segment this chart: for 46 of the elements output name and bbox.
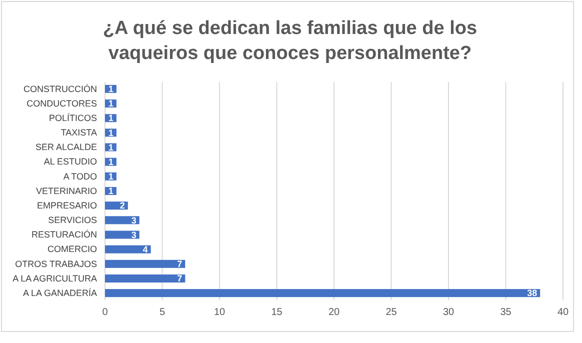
y-tick-label: OTROS TRABAJOS	[15, 258, 97, 269]
y-tick-label: EMPRESARIO	[36, 200, 97, 210]
y-tick-label: A LA GANADERÍA	[22, 288, 97, 298]
data-label: 4	[142, 244, 148, 254]
y-tick-label: TAXISTA	[60, 128, 97, 138]
x-tick-label: 5	[159, 307, 166, 318]
data-label: 1	[108, 113, 114, 124]
bar	[105, 289, 540, 298]
y-tick-label: A LA AGRICULTURA	[12, 273, 97, 284]
x-tick-label: 20	[328, 307, 340, 318]
bar	[105, 230, 140, 239]
bar	[105, 260, 186, 268]
y-tick-label: COMERCIO	[48, 244, 97, 254]
y-tick-label: CONDUCTORES	[26, 98, 97, 108]
data-label: 3	[131, 215, 136, 226]
y-tick-label: SER ALCALDE	[35, 142, 97, 152]
y-tick-label: AL ESTUDIO	[44, 156, 97, 167]
y-tick-label: VETERINARIO	[36, 186, 97, 196]
x-tick-label: 0	[102, 307, 108, 318]
y-tick-label: A TODO	[63, 171, 97, 182]
data-label: 38	[527, 288, 538, 298]
data-label: 2	[120, 200, 125, 211]
chart-title: ¿A qué se dedican las familias que de los vaqueiros que conoces personalmente?	[102, 18, 478, 64]
data-label: 1	[108, 186, 114, 196]
y-tick-label: CONSTRUCCIÓN	[24, 84, 97, 94]
x-tick-label: 30	[442, 307, 454, 318]
bar	[105, 274, 186, 282]
data-label: 1	[108, 142, 114, 152]
x-tick-label: 15	[271, 307, 283, 318]
data-label: 7	[177, 274, 182, 284]
data-label: 1	[108, 128, 114, 138]
y-tick-label: SERVICIOS	[48, 215, 97, 226]
data-label: 1	[108, 156, 114, 167]
x-tick-label: 35	[500, 307, 512, 318]
bar	[105, 245, 151, 254]
bar	[105, 216, 140, 224]
data-label: 1	[108, 98, 114, 109]
x-tick-label: 10	[214, 307, 226, 318]
data-label: 1	[108, 84, 114, 94]
data-label: 7	[177, 259, 182, 270]
data-label: 3	[131, 230, 136, 240]
data-label: 1	[108, 172, 114, 182]
x-tick-label: 40	[557, 307, 569, 318]
y-tick-label: POLÍTICOS	[48, 112, 97, 123]
x-tick-label: 25	[386, 307, 398, 318]
y-tick-label: RESTURACIÓN	[31, 230, 97, 240]
